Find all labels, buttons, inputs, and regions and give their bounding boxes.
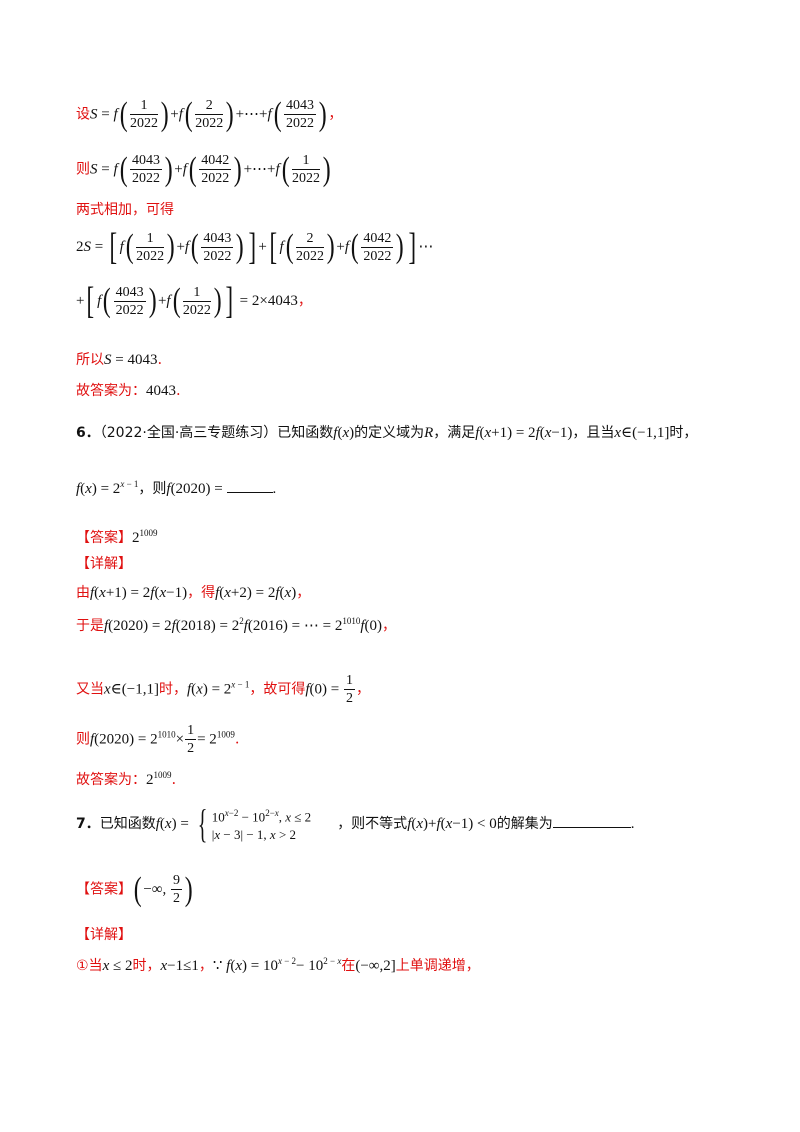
problem6-detail-2: 于是f(2020) = 2f(2018) = 22f(2016) = ⋯ = 2… (76, 616, 397, 634)
problem6-answer: 【答案】21009 (76, 528, 158, 546)
detail-label: 【详解】 (76, 927, 132, 943)
problem6-detail-1: 由f(x+1) = 2f(x−1)，得f(x+2) = 2f(x)， (76, 585, 311, 601)
problem7-statement: 7．已知函数f(x) = {10x−2 − 102−x, x ≤ 2 |x − 3… (76, 801, 635, 846)
problem6-detail-3: 又当x∈(−1,1]时，f(x) = 2x − 1，故可得f(0) = 1 2， (76, 673, 370, 706)
therefore-line: 所以S = 4043. (76, 352, 163, 368)
answer-blank (226, 491, 273, 493)
piecewise-cases: 10x−2 − 102−x, x ≤ 2 |x − 3| − 1, x > 2 (211, 808, 312, 842)
problem7-number: 7． (76, 816, 100, 832)
answer-label: 【答案】 (76, 529, 132, 546)
sum-doubled-line: 2S = [f(1 2022) +f(4043 2022)] +[f(2 2022) +f(… (76, 226, 434, 268)
problem6-detail-4: 则f(2020) = 21010× 1 2 = 21009. (76, 723, 240, 756)
sum-reversed-line: 则S = f(4043 2022) +f(4042 2022) +⋯+f(1 2022) (76, 150, 331, 188)
answer-blank (552, 827, 631, 828)
problem7-answer: 【答案】(−∞, 9 2) (76, 870, 193, 908)
fraction: 1 2022 (129, 98, 158, 131)
answer-label: 【答案】 (76, 881, 132, 898)
detail-label: 【详解】 (76, 556, 132, 572)
problem6-statement: 6．（2022·全国·高三专题练习）已知函数f(x)的定义域为R，满足f(x+1… (76, 425, 698, 441)
sum-doubled-line-2: +[f(4043 2022) +f(1 2022)] = 2×4043， (76, 280, 312, 322)
problem6-detail-5: 故答案为：21009. (76, 770, 177, 788)
problem7-detail-1: ①当x ≤ 2时，x−1≤1，∵ f(x) = 10x − 2− 102 − x… (76, 956, 480, 974)
problem6-statement-2: f(x) = 2x − 1，则f(2020) = . (76, 479, 277, 497)
add-equations-text: 两式相加，可得 (76, 202, 174, 218)
problem6-source: （2022·全国·高三专题练习） (99, 425, 278, 441)
problem6-number: 6． (76, 425, 100, 441)
text-she: 设 (76, 106, 90, 123)
answer-line-5: 故答案为：4043. (76, 383, 181, 399)
sum-definition-line: 设S = f(1 2022) +f(2 2022) +⋯+f(4043 2022)， (76, 95, 343, 133)
